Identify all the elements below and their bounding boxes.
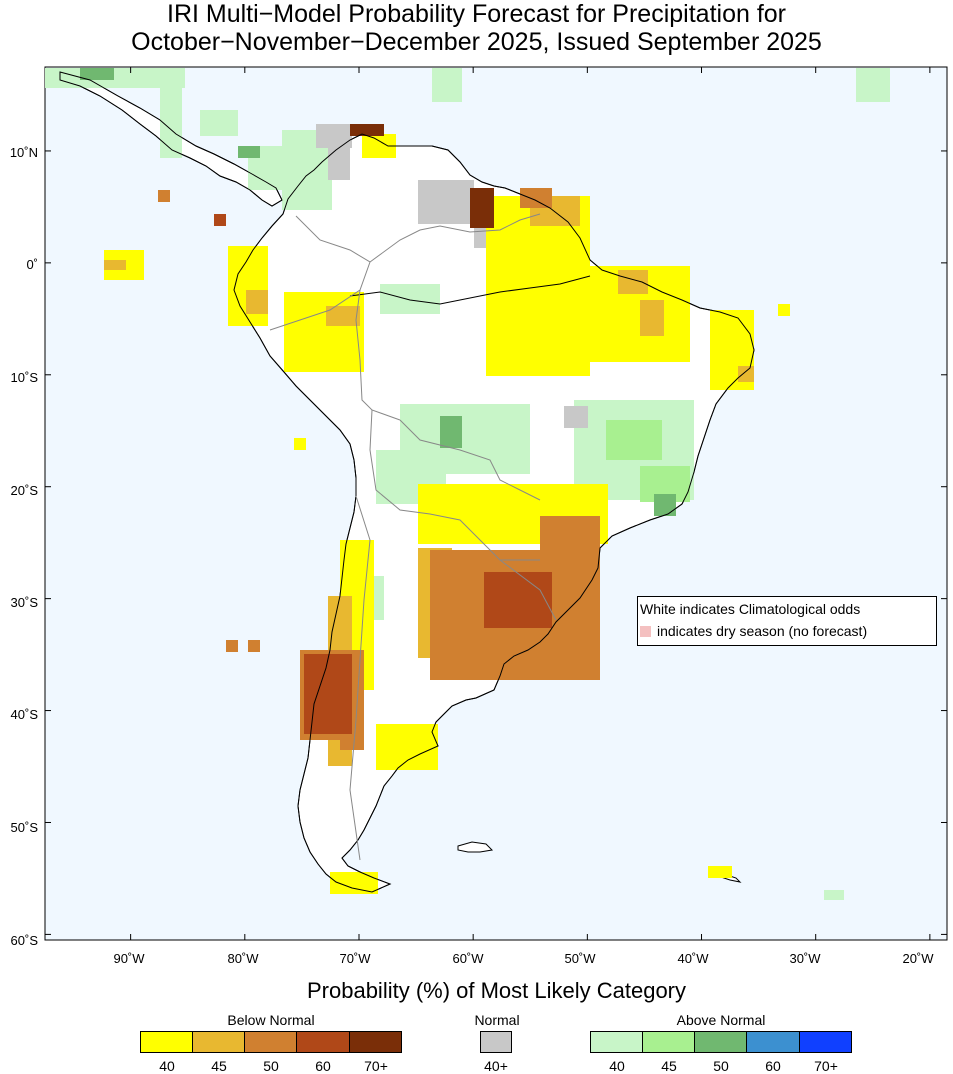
- cell: [618, 270, 648, 294]
- tick-above-70: 70+: [814, 1058, 838, 1074]
- lon-label-50w: 50˚W: [564, 951, 596, 966]
- cell: [246, 290, 268, 314]
- forecast-cells: [45, 68, 890, 900]
- coastline: [233, 133, 755, 893]
- lat-label-30s: 30˚S: [10, 595, 38, 610]
- lat-label-20s: 20˚S: [10, 483, 38, 498]
- swatch-below-60: [296, 1031, 350, 1053]
- swatch-below-45: [192, 1031, 245, 1053]
- cell: [104, 260, 126, 270]
- cell: [778, 304, 790, 316]
- cell: [654, 494, 676, 516]
- climatology-legend-box: White indicates Climatological odds indi…: [637, 596, 937, 646]
- cell: [80, 68, 114, 80]
- cell: [738, 366, 754, 382]
- above-normal-label: Above Normal: [676, 1012, 766, 1028]
- lon-label-80w: 80˚W: [227, 951, 259, 966]
- central-america-coast: [59, 71, 283, 207]
- cell: [200, 110, 238, 136]
- lon-label-70w: 70˚W: [339, 951, 371, 966]
- cell: [540, 516, 600, 566]
- lat-label-40s: 40˚S: [10, 707, 38, 722]
- tick-above-40: 40: [609, 1058, 625, 1074]
- swatch-below-70: [349, 1031, 402, 1053]
- tick-normal-40: 40+: [484, 1058, 508, 1074]
- cell: [226, 640, 238, 652]
- axis-ticks: [45, 67, 947, 940]
- lon-label-90w: 90˚W: [113, 951, 145, 966]
- cell: [350, 124, 384, 136]
- legend-climatology-text: White indicates Climatological odds: [640, 601, 861, 617]
- swatch-above-70: [799, 1031, 852, 1053]
- cell: [376, 724, 438, 770]
- lon-label-30w: 30˚W: [789, 951, 821, 966]
- cell: [294, 438, 306, 450]
- tick-below-50: 50: [263, 1058, 279, 1074]
- tick-below-40: 40: [159, 1058, 175, 1074]
- cell: [214, 214, 226, 226]
- tick-above-60: 60: [765, 1058, 781, 1074]
- tick-above-45: 45: [661, 1058, 677, 1074]
- cell: [856, 68, 890, 102]
- map-title-line2: October−November−December 2025, Issued S…: [131, 28, 822, 56]
- swatch-normal-40: [480, 1031, 512, 1053]
- swatch-above-50: [694, 1031, 747, 1053]
- tick-above-50: 50: [713, 1058, 729, 1074]
- cell: [380, 284, 440, 314]
- cell: [824, 890, 844, 900]
- cell: [326, 306, 360, 326]
- cell: [418, 180, 474, 224]
- lon-label-60w: 60˚W: [452, 951, 484, 966]
- falkland-islands: [457, 841, 494, 853]
- lat-label-0: 0˚: [26, 257, 38, 272]
- cell: [248, 640, 260, 652]
- cell: [640, 300, 664, 336]
- legend-dry-season-row: indicates dry season (no forecast): [640, 623, 867, 639]
- swatch-above-60: [746, 1031, 800, 1053]
- cell: [470, 188, 494, 228]
- swatch-below-50: [244, 1031, 297, 1053]
- lon-label-40w: 40˚W: [677, 951, 709, 966]
- cell: [158, 190, 170, 202]
- legend-dry-season-text: indicates dry season (no forecast): [657, 623, 868, 639]
- cell: [576, 560, 596, 590]
- cell: [284, 292, 364, 372]
- tick-below-70: 70+: [364, 1058, 388, 1074]
- cell: [484, 572, 552, 628]
- lat-label-60s: 60˚S: [10, 933, 38, 948]
- map-title-line1: IRI Multi−Model Probability Forecast for…: [167, 0, 786, 28]
- lat-label-10n: 10˚N: [9, 145, 38, 160]
- country-borders: [269, 213, 557, 861]
- cell: [304, 654, 352, 734]
- colorbar-title: Probability (%) of Most Likely Category: [306, 978, 687, 1003]
- cell: [160, 68, 182, 158]
- swatch-below-40: [140, 1031, 193, 1053]
- cell: [708, 866, 732, 878]
- dry-season-swatch: [640, 626, 651, 637]
- amazon-river: [349, 275, 591, 305]
- cell: [330, 872, 378, 894]
- lat-label-50s: 50˚S: [10, 820, 38, 835]
- lat-label-10s: 10˚S: [10, 370, 38, 385]
- cell: [316, 124, 352, 148]
- cell: [564, 406, 588, 428]
- tick-below-45: 45: [211, 1058, 227, 1074]
- cell: [328, 146, 350, 180]
- swatch-above-45: [642, 1031, 695, 1053]
- normal-label: Normal: [474, 1012, 520, 1028]
- cell: [606, 420, 662, 460]
- cell: [432, 68, 462, 102]
- below-normal-label: Below Normal: [227, 1012, 315, 1028]
- cell: [238, 146, 260, 158]
- lon-label-20w: 20˚W: [902, 951, 934, 966]
- tick-below-60: 60: [315, 1058, 331, 1074]
- cell: [520, 188, 552, 208]
- swatch-above-40: [590, 1031, 643, 1053]
- cell: [440, 416, 462, 448]
